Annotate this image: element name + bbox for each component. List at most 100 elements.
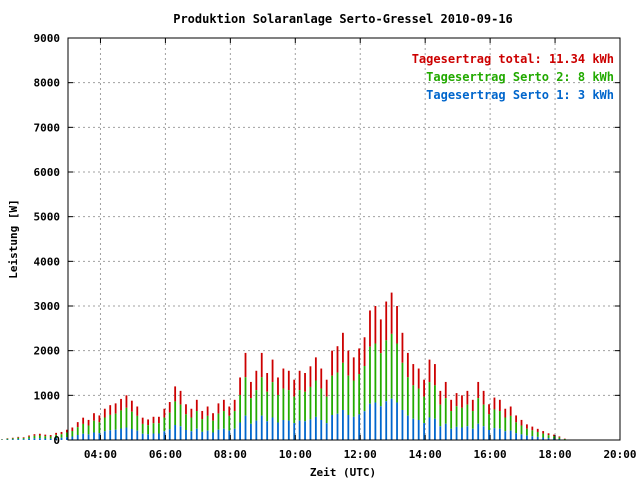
bar-total-segment (11, 437, 14, 439)
bar-stack (114, 403, 117, 440)
bar-serto1-segment (136, 430, 139, 440)
bar-serto2-segment (563, 439, 566, 440)
bar-serto2-segment (417, 388, 420, 420)
bar-serto1-segment (358, 414, 361, 440)
bar-stack (547, 433, 550, 440)
bar-stack (450, 399, 453, 440)
bar-serto2-segment (542, 433, 545, 438)
bar-total-segment (293, 379, 296, 397)
bar-serto2-segment (174, 401, 177, 425)
bar-serto2-segment (385, 340, 388, 402)
bar-stack (163, 408, 166, 440)
bar-total-segment (347, 350, 350, 376)
bar-serto1-segment (498, 428, 501, 440)
bar-serto2-segment (195, 411, 198, 429)
bar-total-segment (282, 368, 285, 389)
bar-total-segment (228, 406, 231, 416)
bar-serto2-segment (558, 437, 561, 439)
bar-serto1-segment (120, 428, 122, 440)
bar-stack (434, 364, 436, 440)
bar-total-segment (352, 357, 355, 381)
bar-stack (228, 406, 231, 440)
bar-serto2-segment (6, 438, 9, 440)
bar-stack (293, 379, 296, 440)
bar-serto2-segment (526, 428, 528, 436)
bar-serto1-segment (22, 439, 25, 440)
bar-serto2-segment (428, 382, 431, 418)
bar-stack (185, 404, 187, 440)
bar-stack (282, 368, 285, 440)
bar-total-segment (325, 379, 328, 397)
bar-stack (504, 408, 507, 440)
bar-stack (125, 395, 128, 440)
bar-serto1-segment (206, 430, 209, 440)
bar-total-segment (450, 399, 453, 412)
bar-total-segment (417, 368, 420, 389)
bar-serto2-segment (255, 390, 258, 421)
bar-serto1-segment (401, 409, 404, 440)
bar-serto1-segment (76, 434, 79, 440)
bar-serto1-segment (174, 424, 177, 440)
bar-serto1-segment (71, 436, 74, 440)
bar-total-segment (60, 431, 63, 435)
bar-serto1-segment (147, 434, 149, 440)
bar-serto1-segment (163, 431, 166, 440)
legend-entry: Tagesertrag total: 11.34 kWh (412, 52, 614, 66)
bar-total-segment (158, 416, 160, 424)
bar-serto2-segment (71, 430, 74, 437)
legend-entry: Tagesertrag Serto 1: 3 kWh (426, 88, 614, 102)
bar-total-segment (201, 410, 204, 420)
y-tick-label: 9000 (34, 32, 61, 45)
bar-total-segment (336, 346, 339, 373)
bar-serto2-segment (76, 427, 79, 435)
bar-stack (255, 370, 258, 440)
bar-serto2-segment (114, 413, 117, 430)
bar-serto1-segment (250, 423, 252, 440)
bar-stack (168, 402, 171, 440)
bar-serto1-segment (38, 438, 41, 440)
bar-serto1-segment (342, 409, 344, 440)
bar-total-segment (195, 399, 198, 412)
bar-serto1-segment (125, 427, 128, 440)
bar-total-segment (260, 352, 263, 378)
bar-serto2-segment (185, 414, 187, 430)
bar-stack (390, 292, 393, 440)
bar-serto1-segment (547, 438, 550, 440)
bar-serto2-segment (325, 396, 328, 424)
bar-stack (488, 404, 490, 440)
bar-serto2-segment (98, 422, 101, 434)
bar-serto2-segment (152, 423, 155, 434)
bar-serto1-segment (304, 421, 306, 440)
bar-total-segment (477, 381, 480, 399)
bar-total-segment (369, 310, 371, 347)
bar-serto1-segment (314, 416, 317, 440)
bar-serto2-segment (498, 411, 501, 429)
bar-serto2-segment (553, 436, 555, 439)
bar-serto1-segment (553, 438, 555, 440)
bar-stack (217, 403, 220, 440)
bar-total-segment (49, 435, 52, 437)
bar-stack (482, 390, 485, 440)
bar-stack (515, 415, 517, 440)
bar-stack (358, 348, 361, 440)
bar-stack (17, 436, 20, 440)
bar-serto1-segment (428, 417, 431, 440)
bar-stack (38, 433, 41, 440)
bar-serto1-segment (493, 428, 496, 440)
bar-stack (331, 350, 333, 440)
bar-stack (71, 427, 74, 440)
bar-serto2-segment (504, 417, 507, 432)
bar-total-segment (385, 301, 388, 341)
y-tick-label: 2000 (34, 345, 61, 358)
bar-stack (206, 406, 209, 440)
bar-serto1-segment (520, 434, 523, 440)
bar-total-segment (553, 434, 555, 437)
bar-serto2-segment (136, 415, 139, 431)
bar-serto2-segment (266, 391, 269, 422)
plot-border (67, 37, 621, 441)
bar-serto1-segment (87, 434, 90, 440)
bar-serto1-segment (114, 429, 117, 440)
x-tick-label: 18:00 (538, 448, 571, 461)
bar-serto2-segment (222, 411, 225, 429)
bar-stack (141, 417, 144, 440)
